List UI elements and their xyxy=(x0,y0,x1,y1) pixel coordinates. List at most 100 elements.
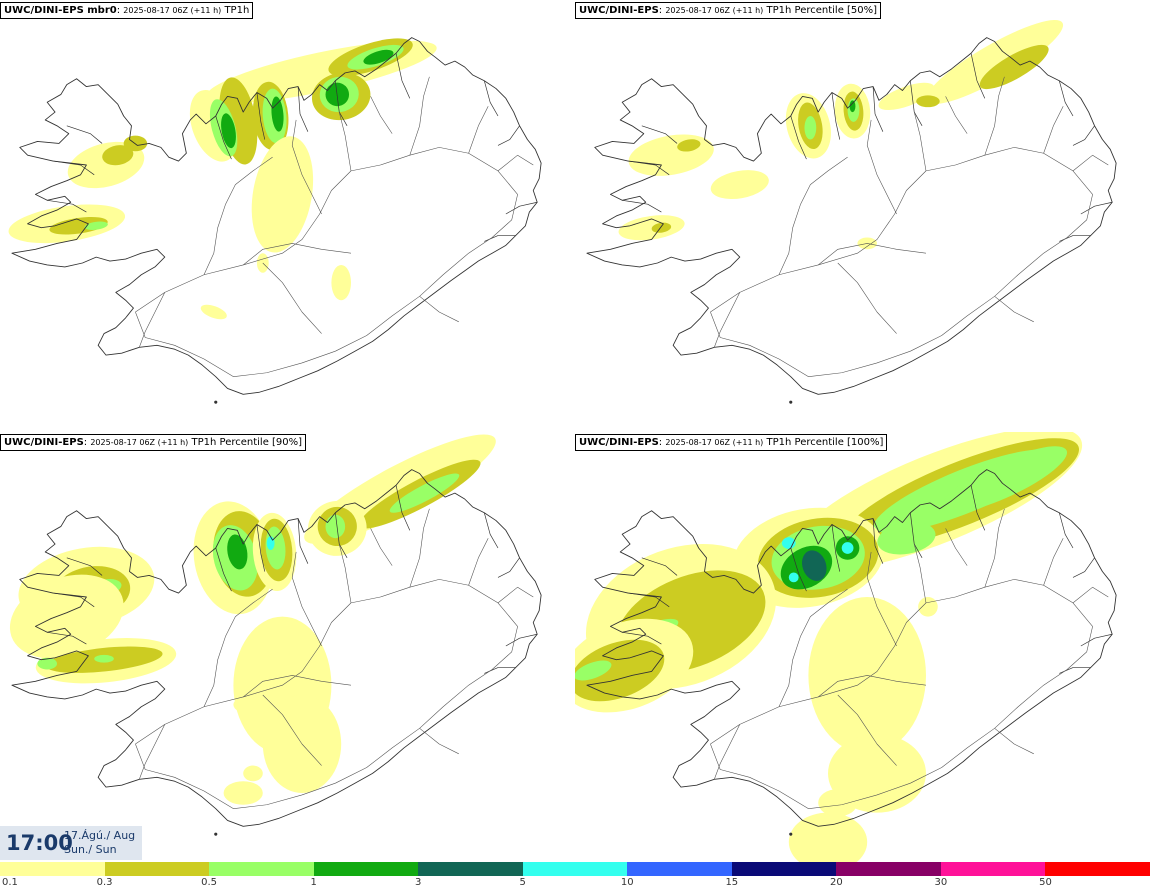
legend-labels: 0.1 0.3 0.5 1 3 5 10 15 20 30 50 xyxy=(0,876,1150,891)
road-line xyxy=(994,296,1034,323)
road-line xyxy=(984,76,1005,156)
precip-area xyxy=(979,44,1049,90)
road-line xyxy=(913,544,927,603)
legend-label: 15 xyxy=(725,877,739,888)
precip-area xyxy=(677,139,701,152)
legend-label: 3 xyxy=(414,877,422,888)
precip-area xyxy=(271,96,284,132)
road-line xyxy=(837,262,897,334)
precip-map xyxy=(9,434,542,836)
fjord-line xyxy=(66,125,103,144)
precip-area xyxy=(916,95,940,108)
legend-swatch xyxy=(522,862,628,876)
run-time: 2025-08-17 06Z (+11 h) xyxy=(665,438,764,447)
fjord-line xyxy=(831,524,841,572)
coastline xyxy=(586,469,1117,827)
map-panel-p100: UWC/DINI-EPS: 2025-08-17 06Z (+11 h) TP1… xyxy=(575,432,1150,862)
fjord-line xyxy=(1058,512,1074,549)
valid-time-box: 17:00 17.Ágú./ Aug Sun./ Sun xyxy=(0,826,142,860)
precip-area xyxy=(628,134,714,176)
island xyxy=(214,832,218,836)
road-line xyxy=(1043,538,1064,586)
run-time: 2025-08-17 06Z (+11 h) xyxy=(90,438,189,447)
precip-field xyxy=(618,20,1064,250)
road-line xyxy=(139,292,166,348)
legend-swatch xyxy=(836,862,941,876)
fjord-line xyxy=(628,160,670,176)
fjord-line xyxy=(790,547,807,592)
road-line xyxy=(778,588,848,707)
precip-area xyxy=(926,20,1064,105)
island xyxy=(789,832,793,836)
road-line xyxy=(778,156,848,275)
fjord-line xyxy=(47,631,87,645)
legend-swatch xyxy=(418,862,523,876)
precip-area xyxy=(84,221,108,230)
road-line xyxy=(291,551,322,647)
precip-area xyxy=(49,216,108,235)
road-line xyxy=(994,728,1034,755)
road-line xyxy=(710,147,1093,377)
road-line xyxy=(710,579,1093,809)
precip-area xyxy=(325,514,346,539)
fjord-line xyxy=(1072,125,1095,146)
precip-area xyxy=(651,222,672,233)
precip-area xyxy=(331,264,351,301)
fjord-line xyxy=(790,115,807,160)
precip-area xyxy=(37,657,57,670)
precip-area xyxy=(788,812,868,862)
legend-label: 0.1 xyxy=(2,877,18,888)
fjord-line xyxy=(1080,201,1113,215)
coastline xyxy=(586,37,1117,395)
fjord-line xyxy=(622,199,662,213)
fjord-line xyxy=(1058,80,1074,117)
map-panel-p50: UWC/DINI-EPS: 2025-08-17 06Z (+11 h) TP1… xyxy=(575,0,1150,430)
road-line xyxy=(419,296,459,323)
precip-area xyxy=(256,253,269,273)
valid-weekday: Sun./ Sun xyxy=(64,843,117,856)
precip-area xyxy=(877,521,936,555)
precip-area xyxy=(575,660,612,681)
fjord-line xyxy=(297,86,309,132)
fjord-line xyxy=(483,80,499,117)
road-line xyxy=(370,96,393,134)
road-line xyxy=(714,724,741,780)
panel-title: UWC/DINI-EPS mbr0: 2025-08-17 06Z (+11 h… xyxy=(0,2,254,19)
precip-area xyxy=(94,654,114,663)
legend-swatch xyxy=(0,862,105,876)
road-line xyxy=(468,106,489,154)
model-name: UWC/DINI-EPS mbr0 xyxy=(4,5,117,16)
legend-swatch xyxy=(940,862,1046,876)
precip-area xyxy=(233,695,273,715)
precip-area xyxy=(251,136,314,253)
legend-label: 20 xyxy=(829,877,843,888)
fjord-line xyxy=(395,53,411,99)
legend-color-bar xyxy=(0,862,1150,876)
legend-swatch xyxy=(731,862,837,876)
precip-field xyxy=(9,434,496,805)
panel-title: UWC/DINI-EPS: 2025-08-17 06Z (+11 h) TP1… xyxy=(575,2,882,19)
fjord-line xyxy=(53,592,95,608)
road-line xyxy=(1072,586,1109,604)
fjord-line xyxy=(1072,557,1095,578)
precip-area xyxy=(223,781,263,805)
road-line xyxy=(1072,154,1109,172)
road-line xyxy=(291,119,322,215)
field-name: TP1h Percentile [100%] xyxy=(766,437,884,448)
road-line xyxy=(409,508,430,588)
model-name: UWC/DINI-EPS xyxy=(4,437,84,448)
coastline xyxy=(11,37,542,395)
road-line xyxy=(818,675,927,698)
map-panel-member0: UWC/DINI-EPS mbr0: 2025-08-17 06Z (+11 h… xyxy=(0,0,575,430)
road-line xyxy=(338,112,352,171)
precip-area xyxy=(221,113,236,149)
road-line xyxy=(1043,106,1064,154)
road-line xyxy=(139,724,166,780)
road-line xyxy=(837,694,897,766)
valid-date: 17.Ágú./ Aug Sun./ Sun xyxy=(64,829,135,857)
run-time: 2025-08-17 06Z (+11 h) xyxy=(665,6,764,15)
precip-area xyxy=(828,734,926,813)
legend-label: 5 xyxy=(519,877,526,888)
precip-area xyxy=(243,765,263,782)
precip-area xyxy=(389,473,460,513)
